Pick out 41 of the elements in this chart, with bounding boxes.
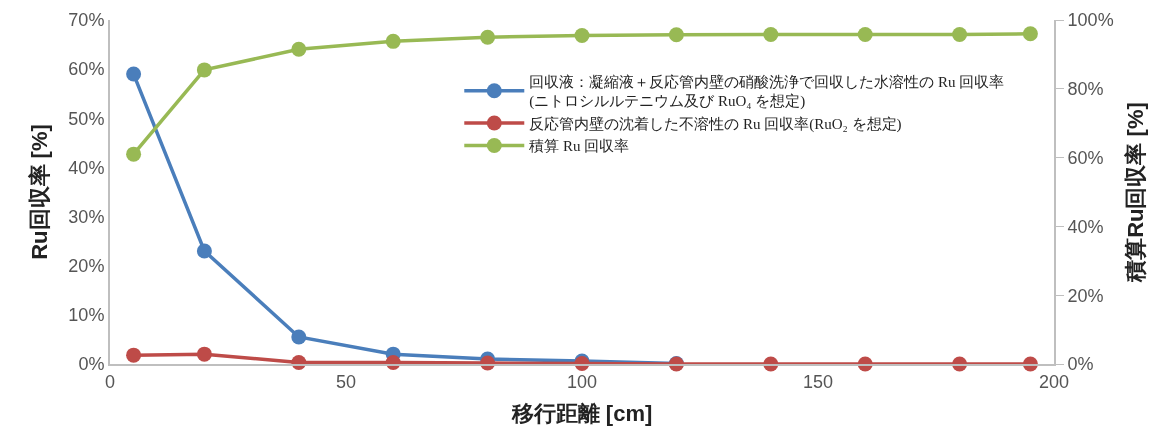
point xyxy=(196,62,212,78)
y2-tick-label: 100% xyxy=(1067,10,1114,31)
point xyxy=(952,26,968,42)
point xyxy=(857,26,873,42)
y-tick-label: 10% xyxy=(68,305,105,326)
y2-tick-label: 0% xyxy=(1067,354,1094,375)
y-tick-label: 40% xyxy=(68,157,105,178)
y2-tick-label: 40% xyxy=(1067,216,1104,237)
y2-tick-label: 80% xyxy=(1067,79,1104,100)
point xyxy=(126,347,142,363)
legend-label: 積算 Ru 回収率 xyxy=(529,138,630,155)
y-axis-title: Ru回収率 [%] xyxy=(26,124,52,260)
y-tick-label: 70% xyxy=(68,10,105,31)
point xyxy=(291,41,307,57)
point xyxy=(480,29,496,45)
y2-tick-label: 20% xyxy=(1067,285,1104,306)
y-tick-label: 30% xyxy=(68,206,105,227)
point xyxy=(126,66,142,82)
x-tick-label: 50 xyxy=(335,371,357,392)
y-tick-label: 50% xyxy=(68,108,105,129)
point xyxy=(574,27,590,43)
point xyxy=(291,329,307,345)
point xyxy=(763,26,779,42)
y-tick-label: 60% xyxy=(68,59,105,80)
legend-label: 回収液：凝縮液＋反応管内壁の硝酸洗浄で回収した水溶性の Ru 回収率(ニトロシルルテニウム及び RuO₄ を想定) xyxy=(529,73,1005,111)
y-tick-label: 20% xyxy=(68,256,105,277)
y2-tick-label: 60% xyxy=(1067,147,1104,168)
x-tick-label: 100 xyxy=(566,371,598,392)
x-tick-label: 150 xyxy=(802,371,834,392)
point xyxy=(385,33,401,49)
x-axis-title: 移行距離 [cm] xyxy=(510,401,653,426)
x-tick-label: 200 xyxy=(1038,371,1070,392)
point xyxy=(1022,26,1038,42)
x-tick-label: 0 xyxy=(104,371,116,392)
point xyxy=(196,346,212,362)
point xyxy=(196,243,212,259)
point xyxy=(668,27,684,43)
point xyxy=(126,146,142,162)
legend-label: 反応管内壁の沈着した不溶性の Ru 回収率(RuO₂ を想定) xyxy=(529,115,902,133)
y-tick-label: 0% xyxy=(78,354,105,375)
y2-axis-title: 積算Ru回収率 [%] xyxy=(1123,102,1149,283)
